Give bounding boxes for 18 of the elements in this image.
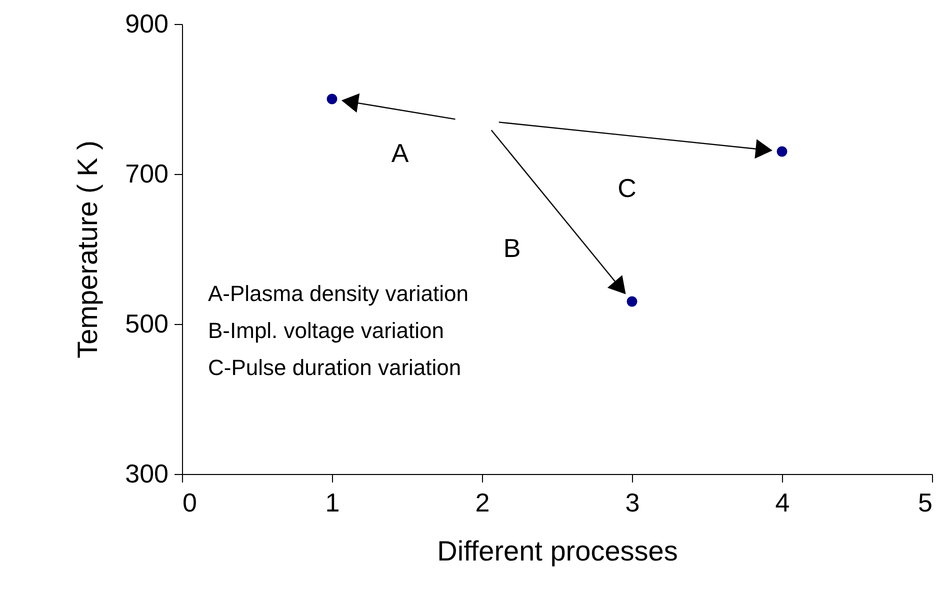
x-tick-label: 3 — [625, 488, 640, 518]
annotation: A-Plasma density variation — [208, 281, 468, 306]
annotation: B — [503, 233, 521, 263]
y-tick-label: 500 — [125, 308, 168, 338]
x-axis-title: Different processes — [437, 536, 678, 566]
y-tick-label: 300 — [125, 458, 168, 488]
y-tick-label: 700 — [125, 158, 168, 188]
y-tick-label: 900 — [125, 8, 168, 38]
x-tick-label: 1 — [325, 488, 340, 518]
annotation: C — [618, 173, 636, 203]
x-tick-label: 2 — [475, 488, 490, 518]
x-tick-label: 5 — [918, 488, 932, 518]
x-tick-label: 0 — [182, 488, 197, 518]
y-axis-title: Temperature ( K ) — [72, 140, 104, 358]
annotation: A — [391, 138, 410, 168]
annotation: C-Pulse duration variation — [208, 355, 462, 380]
x-tick-label: 4 — [775, 488, 790, 518]
annotation: B-Impl. voltage variation — [208, 318, 444, 343]
